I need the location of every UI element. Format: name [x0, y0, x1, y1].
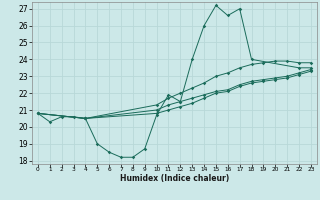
X-axis label: Humidex (Indice chaleur): Humidex (Indice chaleur) [120, 174, 229, 183]
